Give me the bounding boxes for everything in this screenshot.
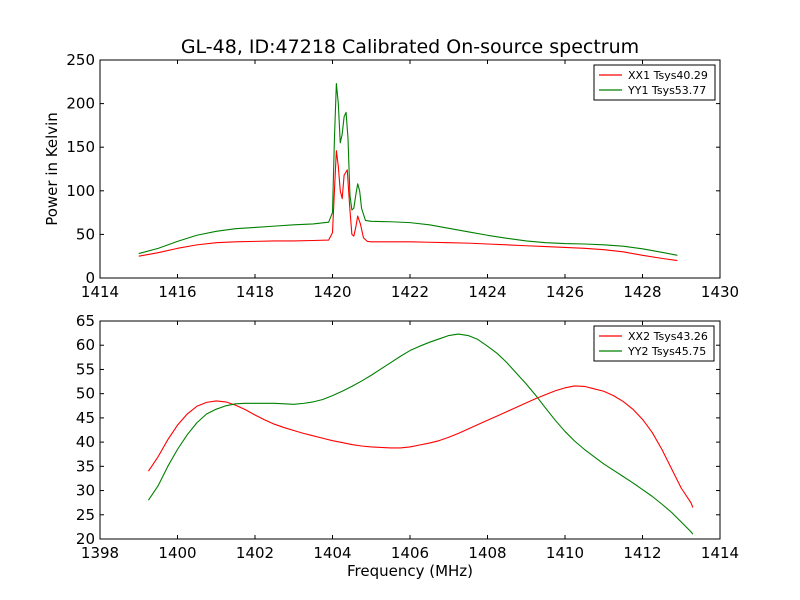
y-tick-label: 250 — [66, 51, 95, 69]
legend-entry-1: XX2 Tsys43.26 — [628, 330, 708, 343]
series-line-1 — [138, 150, 678, 262]
plot-area — [147, 333, 694, 535]
y-tick-label: 30 — [76, 482, 95, 500]
x-tick-label: 1398 — [81, 544, 119, 562]
series-line-1 — [147, 385, 694, 508]
y-tick-label: 25 — [76, 506, 95, 524]
y-tick-label: 60 — [76, 336, 95, 354]
x-tick-label: 1416 — [158, 283, 196, 301]
y-axis-label: Power in Kelvin — [43, 112, 61, 226]
y-tick-label: 50 — [76, 225, 95, 243]
y-tick-label: 100 — [66, 182, 95, 200]
x-tick-label: 1420 — [313, 283, 351, 301]
legend-box — [593, 64, 716, 101]
series-line-2 — [138, 82, 678, 256]
legend-box — [593, 325, 715, 362]
y-tick-label: 200 — [66, 95, 95, 113]
y-tick-label: 50 — [76, 385, 95, 403]
x-tick-label: 1418 — [236, 283, 274, 301]
series-line-2 — [147, 333, 694, 535]
legend: XX1 Tsys40.29 YY1 Tsys53.77 — [593, 64, 716, 101]
y-tick-label: 20 — [76, 530, 95, 548]
figure-title: GL-48, ID:47218 Calibrated On-source spe… — [181, 36, 639, 58]
top-spectrum-panel: 1414 1416 1418 1420 1422 1424 1426 1428 1430 0 50 1… — [43, 51, 739, 301]
legend-entry-2: YY2 Tsys45.75 — [627, 345, 706, 358]
y-tick-label: 65 — [76, 312, 95, 330]
y-tick-label: 150 — [66, 138, 95, 156]
y-tick-label: 35 — [76, 457, 95, 475]
x-tick-label: 1412 — [623, 544, 661, 562]
x-tick-label: 1426 — [546, 283, 584, 301]
x-tick-label: 1400 — [158, 544, 196, 562]
x-tick-label: 1422 — [391, 283, 429, 301]
legend-entry-1: XX1 Tsys40.29 — [628, 69, 708, 82]
x-tick-label: 1428 — [623, 283, 661, 301]
x-tick-label: 1424 — [468, 283, 506, 301]
legend: XX2 Tsys43.26 YY2 Tsys45.75 — [593, 325, 715, 362]
x-tick-label: 1414 — [701, 544, 739, 562]
x-tick-label: 1410 — [546, 544, 584, 562]
y-tick-label: 55 — [76, 360, 95, 378]
x-tick-label: 1408 — [468, 544, 506, 562]
x-tick-label: 1406 — [391, 544, 429, 562]
x-tick-label: 1402 — [236, 544, 274, 562]
legend-entry-2: YY1 Tsys53.77 — [627, 84, 706, 97]
plot-area — [138, 82, 678, 262]
y-tick-label: 0 — [85, 269, 95, 287]
x-tick-label: 1404 — [313, 544, 351, 562]
x-axis-label: Frequency (MHz) — [347, 562, 473, 580]
x-tick-label: 1430 — [701, 283, 739, 301]
y-tick-label: 45 — [76, 409, 95, 427]
y-tick-label: 40 — [76, 433, 95, 451]
bottom-spectrum-panel: 1398 1400 1402 1404 1406 1408 1410 1412 1414 20 25… — [76, 312, 739, 580]
x-tick-label: 1414 — [81, 283, 119, 301]
